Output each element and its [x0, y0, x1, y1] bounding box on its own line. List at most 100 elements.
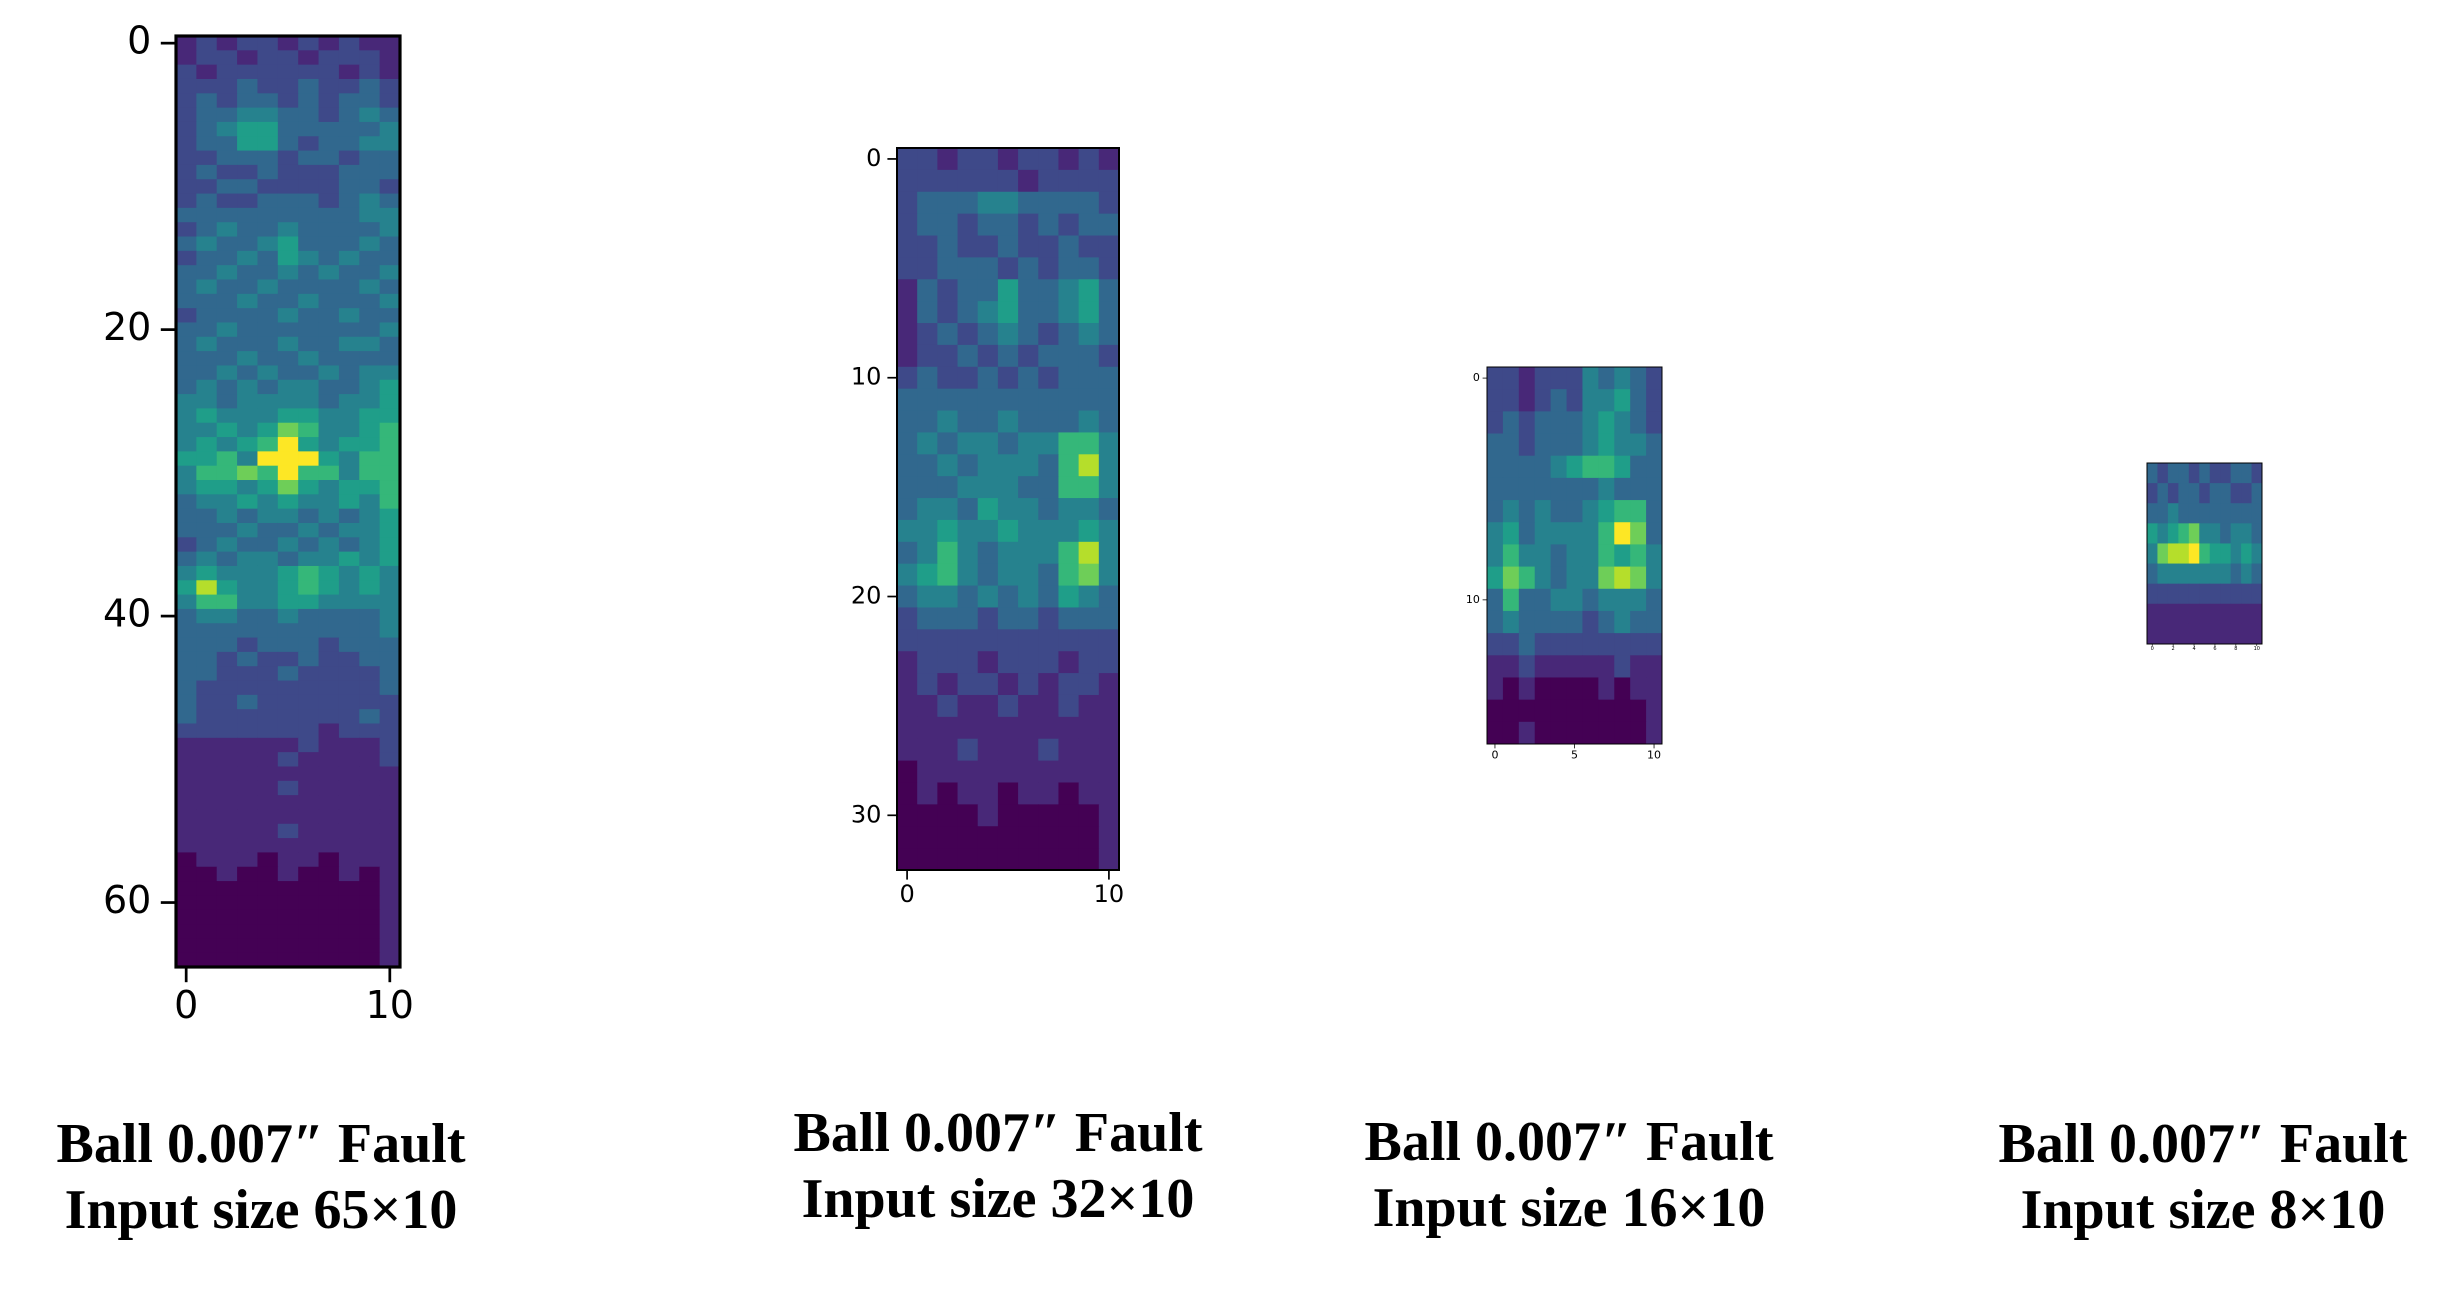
heatmap-cell	[338, 795, 360, 810]
heatmap-cell	[897, 454, 918, 477]
heatmap-cell	[379, 265, 401, 280]
heatmap-cell	[1038, 498, 1059, 521]
heatmap-cell	[1098, 804, 1120, 827]
heatmap-cell	[1502, 500, 1520, 523]
heatmap-cell	[1582, 367, 1599, 390]
heatmap-cell	[917, 301, 938, 324]
heatmap-cell	[997, 279, 1019, 302]
heatmap-cell	[257, 952, 279, 968]
heatmap-cell	[977, 432, 999, 455]
heatmap-cell	[1487, 500, 1504, 523]
heatmap-cell	[359, 78, 381, 94]
heatmap-cell	[277, 565, 299, 581]
heatmap-cell	[2188, 623, 2200, 645]
heatmap-cell	[2178, 523, 2190, 544]
heatmap-cell	[359, 351, 381, 366]
heatmap-cell	[298, 136, 320, 152]
heatmap-cell	[277, 136, 299, 152]
heatmap-cell	[1566, 588, 1583, 612]
heatmap-cell	[1038, 563, 1059, 587]
heatmap-cell	[237, 938, 258, 954]
heatmap-cell	[2209, 463, 2221, 484]
heatmap-cell	[176, 78, 197, 94]
heatmap-cell	[1614, 610, 1631, 634]
heatmap-cell	[216, 93, 238, 109]
heatmap-cell	[176, 136, 197, 152]
heatmap-cell	[196, 623, 218, 639]
heatmap-cell	[338, 838, 360, 853]
heatmap-cell	[277, 207, 299, 223]
heatmap-cell	[237, 680, 258, 696]
heatmap-cell	[237, 508, 258, 524]
heatmap-cell	[997, 148, 1019, 171]
heatmap-cell	[318, 666, 340, 682]
heatmap-cell	[277, 250, 299, 266]
heatmap-cell	[1534, 655, 1552, 678]
heatmap-cell	[1098, 279, 1120, 302]
heatmap-cell	[196, 107, 218, 123]
heatmap-cell	[379, 107, 401, 123]
heatmap-cell	[1078, 454, 1100, 477]
heatmap-cell	[1058, 804, 1080, 827]
heatmap-cell	[1566, 500, 1583, 523]
heatmap-cell	[917, 804, 938, 827]
heatmap-cell	[216, 680, 238, 696]
heatmap-cell	[1614, 544, 1631, 568]
heatmap-cell	[977, 191, 999, 215]
heatmap-cell	[318, 494, 340, 510]
heatmap-cell	[216, 522, 238, 538]
heatmap-cell	[196, 408, 218, 424]
heatmap-cell	[176, 952, 197, 968]
heatmap-cell	[176, 293, 197, 309]
heatmap-cell	[379, 480, 401, 495]
heatmap-cell	[257, 308, 279, 323]
heatmap-cell	[338, 766, 360, 782]
heatmap-cell	[977, 344, 999, 368]
heatmap-cell	[277, 365, 299, 381]
heatmap-cell	[237, 179, 258, 195]
heatmap-cell	[216, 322, 238, 338]
heatmap-cell	[1018, 804, 1039, 827]
heatmap-cell	[1550, 389, 1568, 412]
heatmap-cell	[1058, 213, 1080, 237]
heatmap-cell	[2199, 563, 2211, 585]
heatmap-cell	[1058, 651, 1080, 674]
heatmap-cell	[997, 716, 1019, 740]
heatmap-cell	[1534, 633, 1552, 656]
heatmap-cell	[338, 250, 360, 266]
heatmap-cell	[957, 629, 979, 652]
heatmap-cell	[1058, 235, 1080, 258]
heatmap-cell	[897, 432, 918, 455]
heatmap-cell	[298, 293, 320, 309]
heatmap-cell	[216, 537, 238, 553]
heatmap-cell	[318, 121, 340, 137]
heatmap-cell	[257, 322, 279, 338]
heatmap-cell	[359, 537, 381, 553]
heatmap-cell	[257, 895, 279, 911]
heatmap-cell	[1018, 257, 1039, 280]
heatmap-cell	[1646, 588, 1663, 612]
heatmap-cell	[2241, 463, 2253, 484]
heatmap-cell	[237, 279, 258, 295]
heatmap-cell	[1550, 455, 1568, 479]
heatmap-cell	[2241, 623, 2253, 645]
heatmap-cell	[298, 150, 320, 166]
heatmap-cell	[957, 279, 979, 302]
heatmap-cell	[359, 465, 381, 481]
heatmap-cell	[2178, 583, 2190, 605]
heatmap-cell	[196, 522, 218, 538]
heatmap-cell	[937, 694, 959, 718]
heatmap-cell	[216, 666, 238, 682]
heatmap-cell	[897, 673, 918, 696]
heatmap-cell	[359, 265, 381, 280]
heatmap-cell	[318, 881, 340, 896]
heatmap-cell	[216, 852, 238, 868]
heatmap-cell	[1487, 411, 1504, 435]
heatmap-cell	[318, 723, 340, 739]
heatmap-cell	[379, 222, 401, 238]
heatmap-cell	[237, 809, 258, 825]
heatmap-cell	[379, 494, 401, 510]
heatmap-cell	[298, 651, 320, 667]
heatmap-cell	[298, 723, 320, 739]
heatmap-cell	[937, 323, 959, 346]
